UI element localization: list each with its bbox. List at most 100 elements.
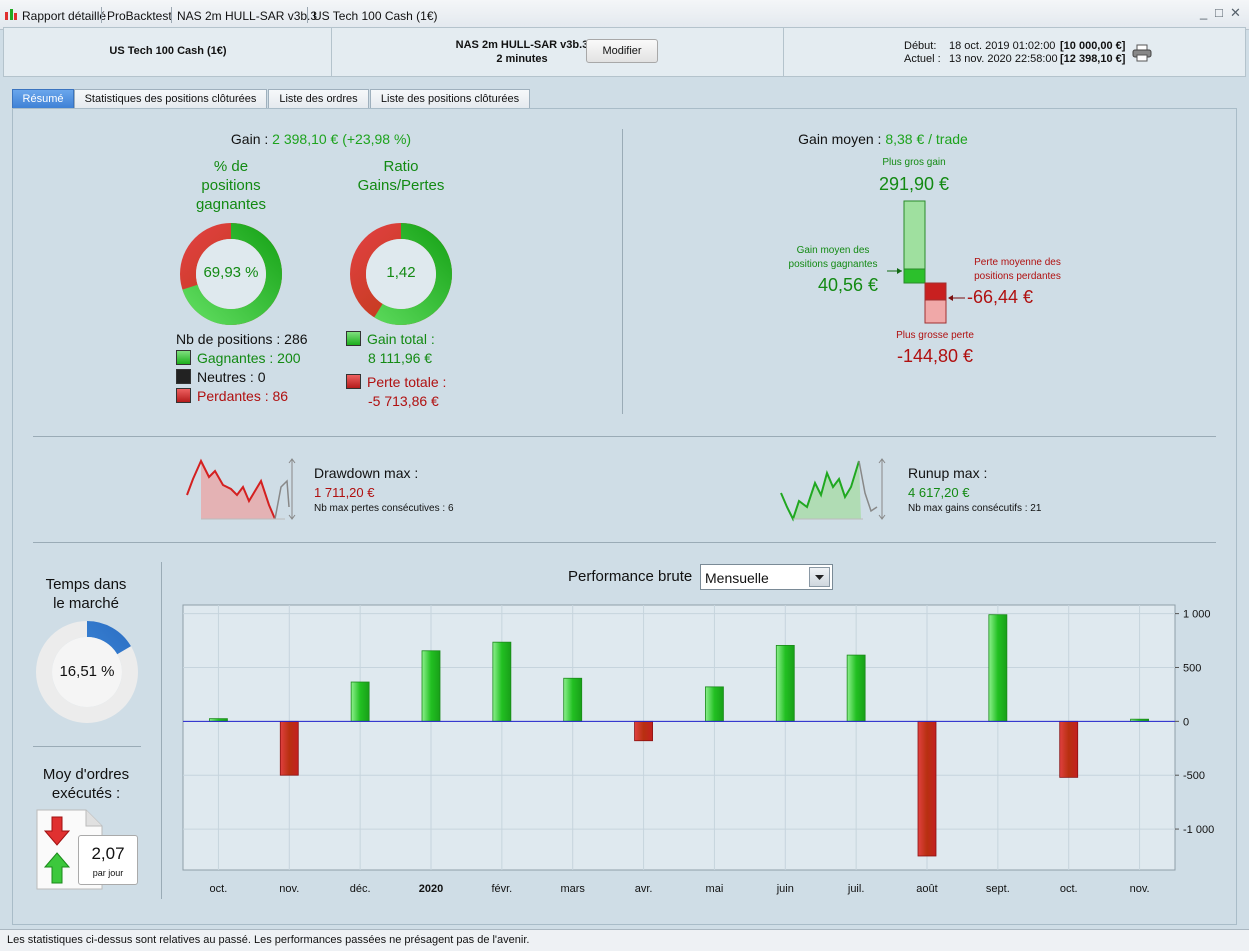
divider-1 bbox=[33, 436, 1216, 437]
market-time-title: Temps dans le marché bbox=[33, 575, 139, 613]
modify-button[interactable]: Modifier bbox=[586, 39, 658, 63]
avg-win-label-line2: positions gagnantes bbox=[788, 259, 878, 270]
drawdown-value: 1 711,20 € bbox=[314, 485, 375, 500]
tab-strategy[interactable]: NAS 2m HULL-SAR v3b.3 bbox=[177, 9, 318, 23]
printer-icon[interactable] bbox=[1132, 44, 1152, 62]
runup-sub: Nb max gains consécutifs : 21 bbox=[908, 503, 1042, 514]
performance-bar-chart: 1 000 500 0 -500 -1 000 oct. nov. déc. 2020 févr.… bbox=[182, 604, 1214, 895]
x-tick-label: mai bbox=[706, 883, 724, 895]
instrument-cell: US Tech 100 Cash (1€) bbox=[4, 28, 332, 76]
divider-3 bbox=[33, 746, 141, 747]
summary-panel: Gain : 2 398,10 € (+23,98 %) % de positi… bbox=[12, 108, 1237, 925]
tab-order-list[interactable]: Liste des ordres bbox=[268, 89, 369, 109]
x-tick-label: sept. bbox=[986, 883, 1010, 895]
avg-win-label-line1: Gain moyen des bbox=[796, 245, 870, 256]
orders-title-line1: Moy d'ordres bbox=[42, 766, 130, 783]
winrate-title: % de positions gagnantes bbox=[161, 157, 301, 214]
market-time-donut bbox=[36, 621, 138, 723]
tab-resume[interactable]: Résumé bbox=[12, 89, 74, 109]
tab-position-list[interactable]: Liste des positions clôturées bbox=[370, 89, 530, 109]
start-capital: [10 000,00 €] bbox=[1060, 40, 1126, 52]
x-tick-label: oct. bbox=[1060, 883, 1078, 895]
neutral-count: Neutres : 0 bbox=[197, 369, 266, 385]
divider-4 bbox=[161, 562, 162, 899]
winners-row: Gagnantes : 200 bbox=[176, 350, 301, 366]
gain-line: Gain : 2 398,10 € (+23,98 %) bbox=[171, 131, 471, 147]
bar-12 bbox=[1059, 720, 1079, 778]
avg-gain-label: Gain moyen : bbox=[798, 131, 882, 147]
chart-app-icon bbox=[5, 9, 17, 20]
y-tick-label: -500 bbox=[1183, 770, 1205, 782]
winrate-title-line1: % de bbox=[213, 158, 249, 175]
bar-8 bbox=[775, 644, 795, 722]
orders-unit: par jour bbox=[92, 868, 124, 878]
start-label: Début: bbox=[904, 40, 937, 52]
total-gain-label-text: Gain total : bbox=[367, 331, 435, 347]
current-label: Actuel : bbox=[904, 53, 941, 65]
maximize-icon[interactable]: □ bbox=[1215, 5, 1223, 20]
report-header: US Tech 100 Cash (1€) NAS 2m HULL-SAR v3… bbox=[3, 27, 1246, 77]
ratio-title-line2: Gains/Pertes bbox=[357, 177, 445, 194]
red-square-icon bbox=[346, 374, 361, 389]
neutral-row: Neutres : 0 bbox=[176, 369, 265, 385]
ratio-title-line1: Ratio bbox=[383, 158, 419, 175]
runup-sparkline-icon bbox=[780, 458, 886, 522]
runup-title: Runup max : bbox=[908, 465, 988, 481]
best-gain-label: Plus gros gain bbox=[882, 157, 946, 168]
x-tick-label: oct. bbox=[210, 883, 228, 895]
red-square-icon bbox=[176, 388, 191, 403]
minimize-icon[interactable]: _ bbox=[1200, 5, 1208, 20]
winners-count: Gagnantes : 200 bbox=[197, 350, 301, 366]
winrate-title-line3: gagnantes bbox=[195, 196, 267, 213]
current-capital: [12 398,10 €] bbox=[1060, 53, 1126, 65]
period-select[interactable]: Mensuelle bbox=[700, 564, 833, 590]
status-bar: Les statistiques ci-dessus sont relative… bbox=[0, 929, 1249, 951]
tab-instrument[interactable]: US Tech 100 Cash (1€) bbox=[313, 9, 438, 23]
market-time-value: 16,51 % bbox=[59, 663, 115, 680]
bar-2 bbox=[350, 681, 370, 722]
worst-loss-value: -144,80 € bbox=[896, 346, 974, 366]
ratio-value: 1,42 bbox=[386, 264, 416, 281]
total-loss-label: Perte totale : bbox=[346, 374, 446, 390]
tab-rapport-detaille[interactable]: Rapport détaillé bbox=[22, 9, 107, 23]
y-tick-label: 0 bbox=[1183, 716, 1189, 728]
gain-value: 2 398,10 € (+23,98 %) bbox=[272, 131, 412, 147]
x-tick-label: avr. bbox=[635, 883, 653, 895]
drawdown-title: Drawdown max : bbox=[314, 465, 419, 481]
avg-gain-line: Gain moyen : 8,38 € / trade bbox=[733, 131, 1033, 147]
bar-5 bbox=[563, 677, 583, 722]
total-gain-value: 8 111,96 € bbox=[368, 350, 433, 366]
tab-probacktest[interactable]: ProBacktest bbox=[107, 9, 172, 23]
timeframe: 2 minutes bbox=[496, 53, 548, 65]
disclaimer-text: Les statistiques ci-dessus sont relative… bbox=[7, 934, 530, 946]
green-square-icon bbox=[176, 350, 191, 365]
bar-1 bbox=[279, 720, 299, 776]
start-date: 18 oct. 2019 01:02:00 bbox=[949, 40, 1056, 52]
x-tick-label: nov. bbox=[1130, 883, 1150, 895]
total-gain-label: Gain total : bbox=[346, 331, 435, 347]
bar-9 bbox=[846, 654, 866, 722]
x-tick-label: nov. bbox=[279, 883, 299, 895]
market-time-title-line1: Temps dans bbox=[45, 576, 127, 593]
bar-6 bbox=[634, 720, 653, 742]
runup-value: 4 617,20 € bbox=[908, 485, 970, 500]
orders-value: 2,07 bbox=[91, 844, 125, 863]
x-tick-label: juin bbox=[776, 883, 794, 895]
x-tick-label: 2020 bbox=[419, 883, 443, 895]
chevron-down-icon[interactable] bbox=[809, 567, 830, 587]
gain-label: Gain : bbox=[230, 131, 269, 147]
market-time-arc bbox=[36, 621, 138, 723]
tab-stats-positions[interactable]: Statistiques des positions clôturées bbox=[74, 89, 267, 109]
strategy-name: NAS 2m HULL-SAR v3b.3 bbox=[455, 39, 589, 51]
section-divider bbox=[622, 129, 623, 414]
y-tick-label: 1 000 bbox=[1183, 609, 1211, 621]
perf-label: Performance brute bbox=[568, 568, 693, 585]
orders-title: Moy d'ordres exécutés : bbox=[33, 765, 139, 803]
bar-7 bbox=[705, 686, 724, 722]
close-icon[interactable]: ✕ bbox=[1230, 5, 1241, 20]
x-tick-label: déc. bbox=[350, 883, 371, 895]
worst-loss-label: Plus grosse perte bbox=[896, 330, 974, 341]
avg-win-label: Gain moyen des positions gagnantes bbox=[778, 244, 888, 272]
winrate-donut bbox=[180, 223, 282, 325]
x-tick-label: juil. bbox=[847, 883, 865, 895]
